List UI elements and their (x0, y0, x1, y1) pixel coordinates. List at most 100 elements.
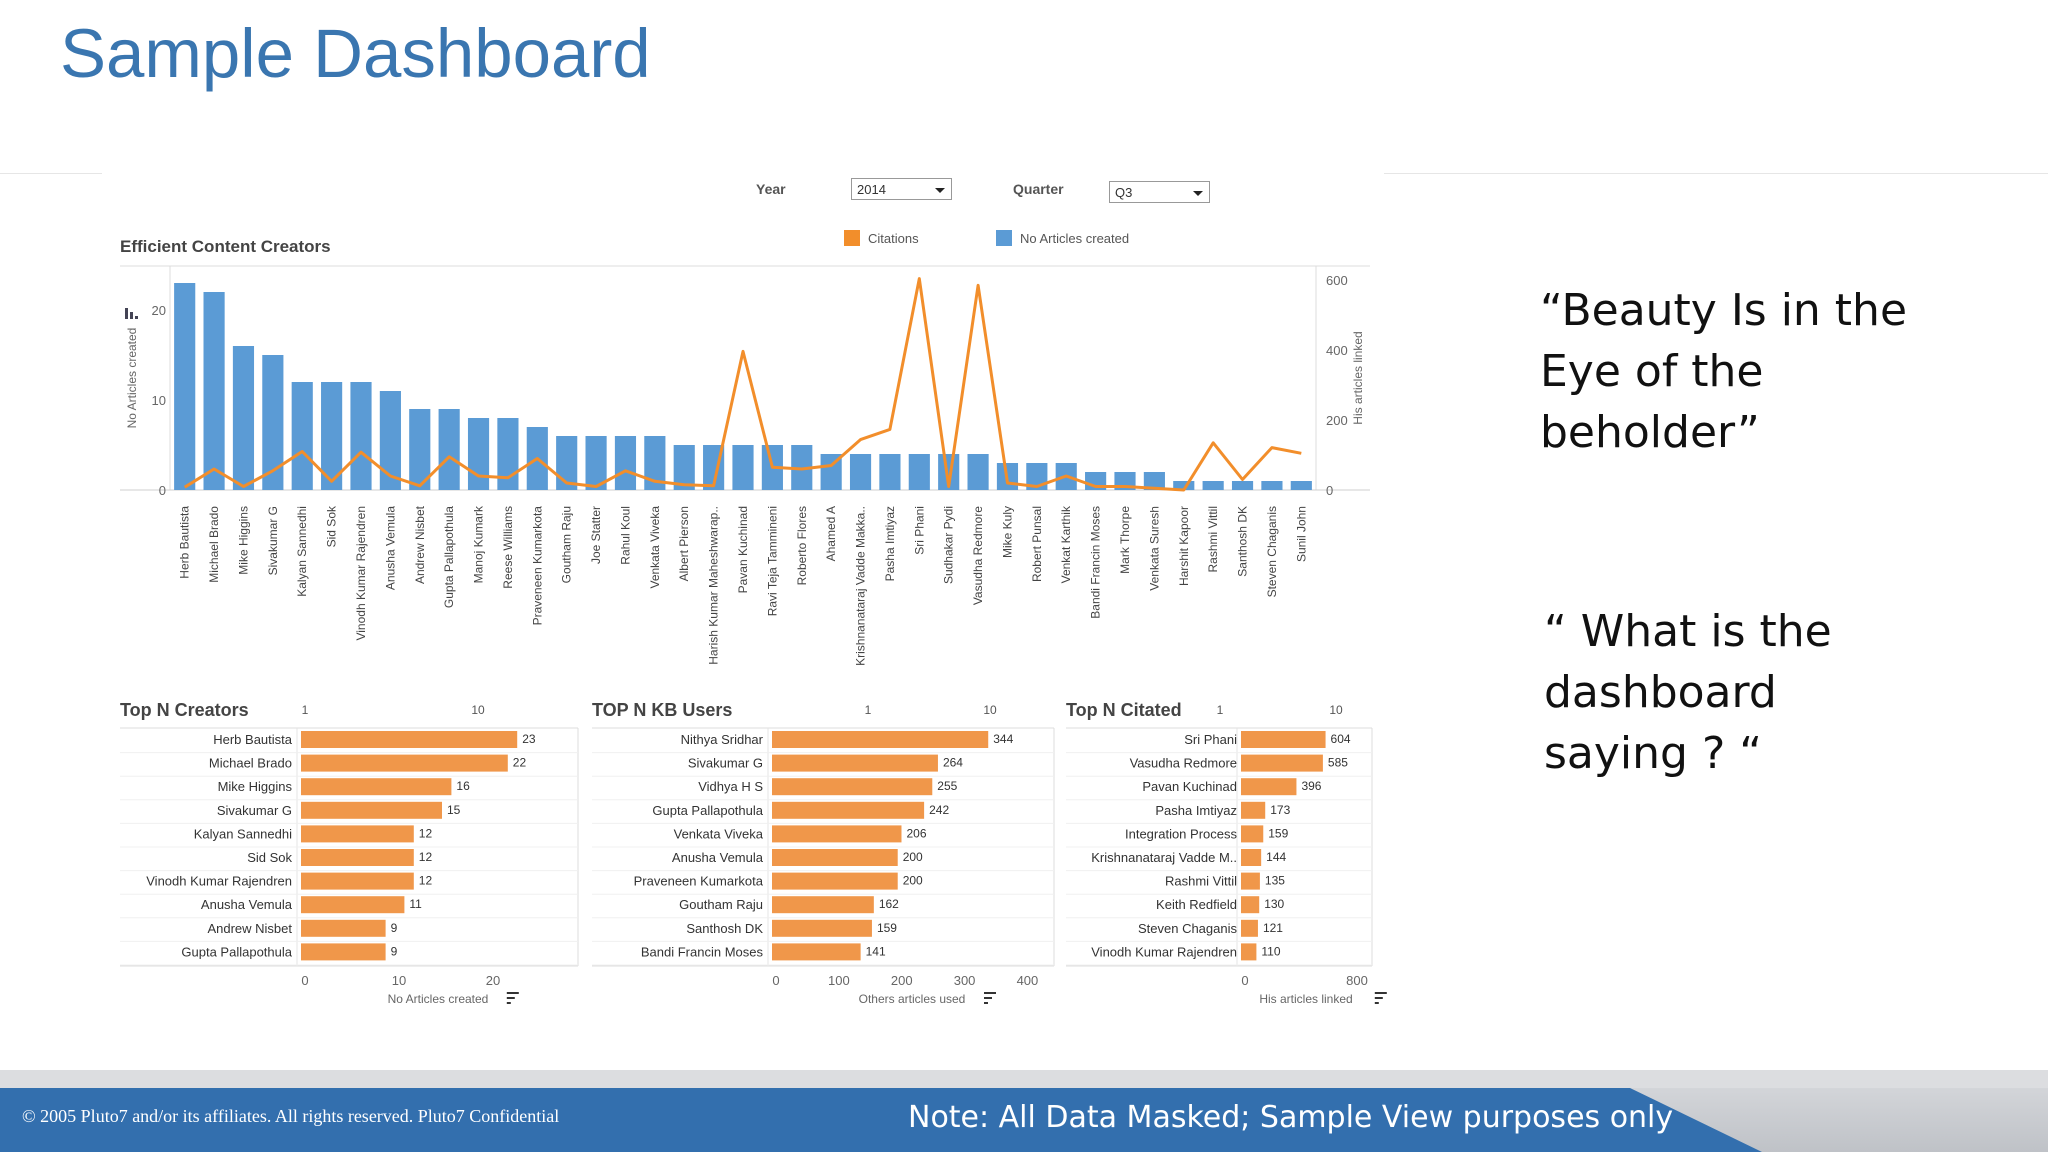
x-tick-label: Goutham Raju (560, 506, 574, 583)
footer-strip (0, 1070, 2048, 1088)
sort-icon (506, 992, 519, 994)
bar-value-label: 130 (1264, 897, 1284, 911)
bar-articles (614, 436, 637, 490)
bar-value-label: 200 (903, 874, 923, 888)
x-tick-label: Ahamed A (824, 506, 838, 561)
legend-swatch-articles (996, 230, 1012, 246)
x-tick-label: Roberto Flores (795, 506, 809, 585)
bar-category-label: Praveneen Kumarkota (634, 874, 764, 889)
quarter-dropdown[interactable]: Q3 (1109, 181, 1210, 203)
chevron-down-icon (1193, 191, 1203, 196)
sort-icon (1374, 1002, 1379, 1004)
bar-category-label: Goutham Raju (679, 897, 763, 912)
bar-category-label: Anusha Vemula (201, 897, 293, 912)
bar-value-label: 604 (1331, 732, 1351, 746)
bar-articles (1290, 481, 1312, 490)
bar-category-label: Herb Bautista (213, 732, 293, 747)
bar-articles (174, 283, 196, 490)
quote-line: Eye of the (1540, 346, 1764, 397)
sort-icon (984, 992, 996, 994)
bar-value-label: 16 (456, 779, 470, 793)
x-tick-label: Reese Williams (501, 506, 515, 589)
x-tick-label: Sri Phani (912, 506, 926, 555)
bar-value-label: 121 (1263, 921, 1283, 935)
y-tick-label: 0 (159, 483, 166, 498)
quarter-label: Quarter (1013, 181, 1064, 197)
x-tick-label: Rahul Koul (618, 506, 632, 565)
bar-articles (379, 391, 401, 490)
bar-articles (438, 409, 460, 490)
x-tick-label: Sunil John (1294, 506, 1308, 562)
x-tick-label: 300 (954, 973, 976, 988)
x-tick-label: Kalyan Sannedhi (295, 506, 309, 597)
quote-line: dashboard (1544, 667, 1777, 718)
divider-right (1384, 173, 2048, 174)
bar-chart-icon (125, 308, 128, 319)
x-tick-label: Praveneen Kumarkota (530, 506, 544, 626)
x-tick-label: 0 (772, 973, 779, 988)
x-tick-label: Albert Pierson (677, 506, 691, 581)
year-value: 2014 (857, 182, 886, 197)
quote-line: beholder” (1540, 407, 1760, 458)
x-tick-label: Mike Kuly (1000, 506, 1014, 558)
bar (1241, 872, 1260, 890)
bar-value-label: 110 (1261, 944, 1280, 958)
bar-category-label: Venkata Viveka (674, 826, 764, 841)
quote-line: saying ? “ (1544, 728, 1763, 779)
x-tick-label: 200 (891, 973, 913, 988)
bar-value-label: 144 (1266, 850, 1286, 864)
bar-articles (938, 454, 960, 490)
bar-articles (1202, 481, 1224, 490)
bar-category-label: Gupta Pallapothula (652, 803, 763, 818)
x-tick-label: Rashmi Vittil (1206, 506, 1220, 572)
sort-icon (1374, 992, 1387, 994)
bar-articles (203, 292, 225, 490)
bar-articles (644, 436, 666, 490)
slider-min-label: 1 (302, 703, 309, 717)
y-tick-label: 20 (152, 303, 166, 318)
x-tick-label: 100 (828, 973, 850, 988)
x-tick-label: Joe Statter (589, 506, 603, 564)
quarter-value: Q3 (1115, 185, 1133, 200)
x-tick-label: Krishnanataraj Vadde Makka.. (854, 506, 868, 666)
year-dropdown[interactable]: 2014 (851, 178, 952, 200)
x-tick-label: Michael Brado (207, 506, 221, 583)
bar-category-label: Pavan Kuchinad (1142, 779, 1237, 794)
panel-title: Top N Citated (1066, 700, 1182, 720)
bar-articles (321, 382, 343, 490)
x-axis-label: No Articles created (388, 992, 489, 1006)
chevron-down-icon (935, 188, 945, 193)
bar (301, 943, 386, 961)
bar-value-label: 162 (879, 897, 899, 911)
bar (301, 919, 386, 937)
quote-dashboard: “ What is the dashboard saying ? “ (1544, 601, 1832, 784)
sort-icon (984, 1002, 988, 1004)
y-tick-label: 10 (152, 393, 166, 408)
bar-articles (1143, 472, 1165, 490)
bar-value-label: 15 (447, 803, 461, 817)
bar-value-label: 173 (1270, 803, 1290, 817)
year-label: Year (756, 181, 786, 197)
bar (1241, 943, 1257, 961)
y-axis-label: No Articles created (125, 328, 139, 429)
bar-value-label: 255 (937, 779, 957, 793)
panel-title: TOP N KB Users (592, 700, 732, 720)
x-tick-label: Gupta Pallapothula (442, 506, 456, 608)
bar-articles (585, 436, 607, 490)
bar-category-label: Sivakumar G (217, 803, 292, 818)
bar-category-label: Michael Brado (209, 756, 292, 771)
bar-articles (1173, 481, 1195, 490)
x-tick-label: Mark Thorpe (1118, 506, 1132, 574)
bar-value-label: 585 (1328, 756, 1348, 770)
bar (772, 825, 902, 843)
quote-line: “Beauty Is in the (1540, 285, 1908, 336)
bar-articles (879, 454, 901, 490)
x-tick-label: Santhosh DK (1236, 506, 1250, 577)
bar (1241, 825, 1264, 843)
slider-min-label: 1 (865, 703, 872, 717)
y-right-tick-label: 200 (1326, 413, 1348, 428)
x-tick-label: 400 (1017, 973, 1039, 988)
y-axis-right-label: His articles linked (1351, 331, 1365, 424)
bar-value-label: 344 (993, 732, 1013, 746)
x-tick-label: 0 (301, 973, 308, 988)
